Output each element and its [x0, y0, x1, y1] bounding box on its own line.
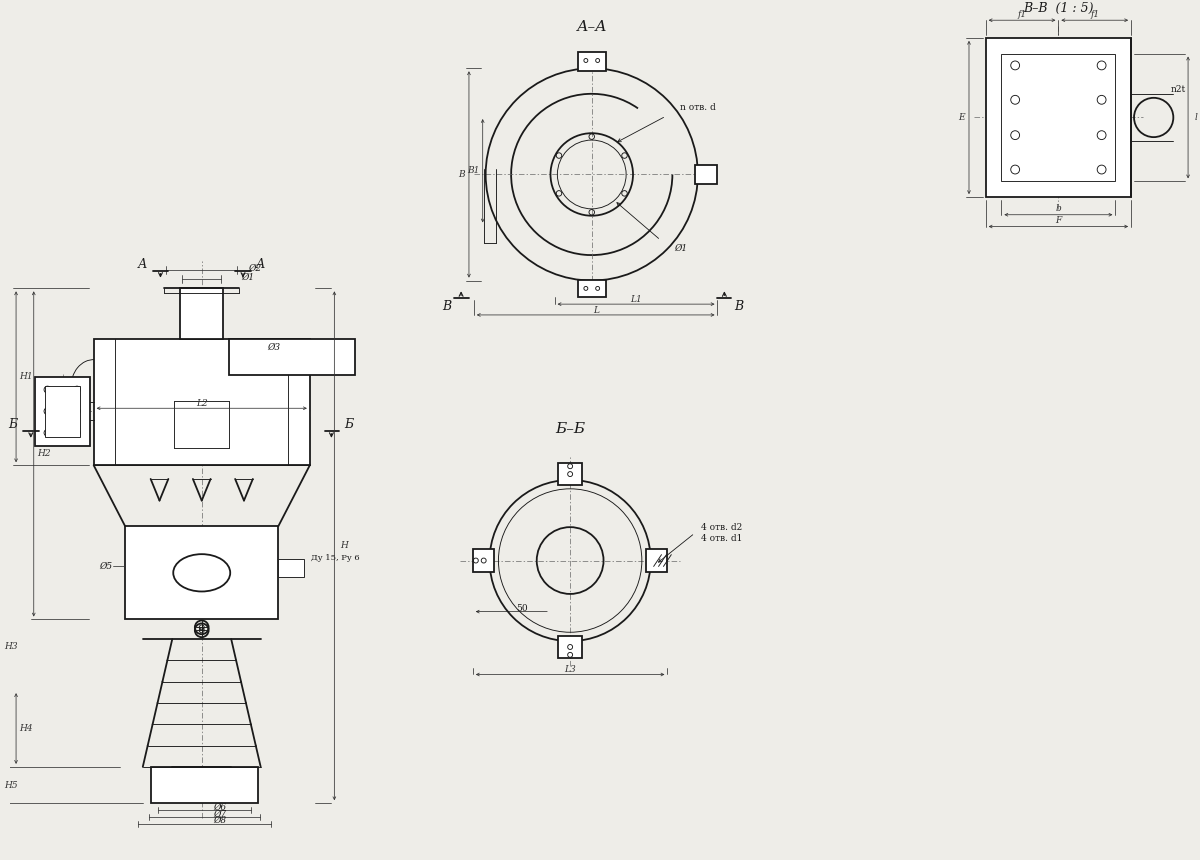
Bar — [229, 340, 355, 375]
Bar — [695, 164, 716, 184]
Text: l: l — [1194, 113, 1198, 122]
Text: 50: 50 — [516, 605, 528, 613]
Text: В: В — [734, 299, 744, 312]
Bar — [985, 38, 1132, 197]
Text: 4 отв. d1: 4 отв. d1 — [701, 534, 742, 544]
Text: А: А — [256, 258, 265, 272]
Text: Ø3: Ø3 — [266, 343, 280, 352]
Text: E: E — [958, 113, 965, 122]
Bar — [558, 464, 582, 485]
Text: Ø6: Ø6 — [212, 802, 226, 812]
Bar — [646, 549, 667, 572]
Text: Ду 15, Ру 6: Ду 15, Ру 6 — [311, 554, 360, 562]
Bar — [578, 280, 606, 298]
Bar — [35, 377, 90, 445]
Text: B1: B1 — [467, 166, 479, 175]
Text: А–А: А–А — [576, 20, 607, 34]
Text: L1: L1 — [630, 295, 642, 304]
Text: H1: H1 — [19, 372, 32, 381]
Text: L: L — [593, 305, 599, 315]
Bar — [578, 52, 606, 71]
Bar — [1002, 53, 1115, 181]
Text: Ø5: Ø5 — [98, 562, 112, 570]
Text: Б–Б: Б–Б — [556, 422, 586, 436]
Text: H2: H2 — [37, 450, 50, 458]
Text: Ø1: Ø1 — [673, 243, 686, 253]
Text: H3: H3 — [5, 642, 18, 651]
Text: Ø8: Ø8 — [212, 816, 226, 826]
Text: Ø1: Ø1 — [241, 273, 254, 282]
Bar — [94, 340, 310, 465]
Bar — [278, 559, 304, 577]
Ellipse shape — [173, 554, 230, 592]
Text: f1: f1 — [1018, 9, 1027, 19]
Text: L2: L2 — [196, 399, 208, 408]
Bar — [44, 385, 80, 437]
Text: f1: f1 — [1090, 9, 1099, 19]
Bar — [125, 526, 278, 619]
Bar — [558, 636, 582, 658]
Text: Б: Б — [8, 419, 18, 432]
Text: F: F — [1055, 216, 1062, 225]
Text: Ø7: Ø7 — [212, 809, 226, 819]
Text: H4: H4 — [19, 724, 32, 733]
Text: n отв. d: n отв. d — [679, 102, 715, 112]
Text: Б: Б — [344, 419, 354, 432]
Bar — [151, 767, 258, 803]
Text: В–В  (1 : 5): В–В (1 : 5) — [1024, 2, 1093, 15]
Text: H: H — [341, 541, 348, 550]
Text: H5: H5 — [5, 781, 18, 789]
Text: B: B — [457, 170, 464, 179]
Bar — [180, 288, 223, 340]
Text: 4 отв. d2: 4 отв. d2 — [701, 523, 742, 531]
Text: n2t: n2t — [1171, 85, 1186, 95]
Text: L3: L3 — [564, 665, 576, 674]
Text: Ø2: Ø2 — [248, 264, 262, 273]
Text: В: В — [442, 299, 451, 312]
Text: А: А — [138, 258, 148, 272]
Bar — [473, 549, 494, 572]
Text: b: b — [1056, 205, 1061, 213]
